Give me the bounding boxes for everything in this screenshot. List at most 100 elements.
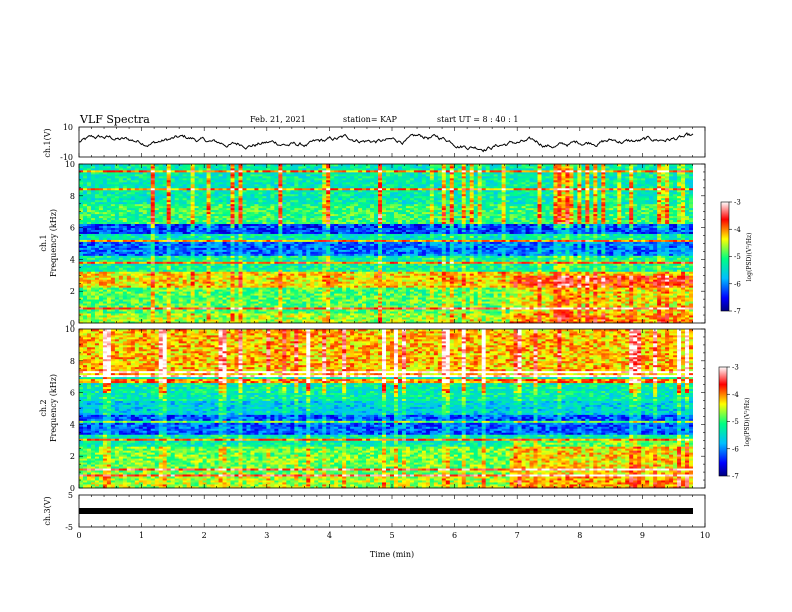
spectrogram-cell <box>473 317 479 320</box>
spectrogram-cell <box>98 309 104 312</box>
spectrogram-cell <box>318 307 323 310</box>
spectrogram-cell <box>254 315 259 318</box>
spectrogram-cell <box>286 319 291 322</box>
spectrogram-cell <box>521 311 526 314</box>
spectrogram-cell <box>114 311 120 314</box>
spectrogram-cell <box>493 313 499 316</box>
spectrogram-cell <box>521 313 526 316</box>
spectrogram-cell <box>593 315 598 318</box>
spectrogram-cell <box>625 313 630 316</box>
spectrogram-cell <box>557 313 562 316</box>
spectrogram-cell <box>386 315 391 318</box>
spectrogram-cell <box>142 311 148 314</box>
spectrogram-cell <box>246 309 251 312</box>
spectrogram-cell <box>274 321 279 324</box>
spectrogram-cell <box>493 317 499 320</box>
spectrogram-cell <box>218 307 223 310</box>
spectrogram-cell <box>94 309 100 312</box>
spectrogram-cell <box>665 315 670 318</box>
spectrogram-cell <box>270 309 275 312</box>
spectrogram-cell <box>457 319 463 322</box>
spectrogram-cell <box>605 315 610 318</box>
spectrogram-cell <box>326 309 331 312</box>
spectrogram-cell <box>170 315 176 318</box>
spectrogram-cell <box>198 319 203 322</box>
spectrogram-cell <box>290 313 295 316</box>
spectrogram-cell <box>118 317 124 320</box>
spectrogram-cell <box>202 313 207 316</box>
spectrogram-cell <box>561 309 566 312</box>
spectrogram-cell <box>298 321 303 324</box>
spectrogram-cell <box>673 321 678 324</box>
spectrogram-cell <box>282 315 287 318</box>
spectrogram-cell <box>557 311 562 314</box>
spectrogram-cell <box>537 315 542 318</box>
spectrogram-cell <box>601 315 606 318</box>
spectrogram-cell <box>689 317 694 320</box>
spectrogram-cell <box>685 317 690 320</box>
spectrogram-cell <box>677 319 682 322</box>
spectrogram-cell <box>354 309 359 312</box>
spectrogram-cell <box>625 321 630 324</box>
spectrogram-cell <box>170 319 176 322</box>
spectrogram-cell <box>206 315 211 318</box>
spectrogram-cell <box>397 319 403 322</box>
spectrogram-cell <box>82 321 88 324</box>
spectrogram-cell <box>681 317 686 320</box>
spectrogram-cell <box>605 317 610 320</box>
spectrogram-cell <box>393 319 399 322</box>
spectrogram-cell <box>689 309 694 312</box>
spectrogram-cell <box>134 307 140 310</box>
spectrogram-cell <box>350 317 355 320</box>
spectrogram-cell <box>389 311 395 314</box>
spectrogram-cell <box>437 319 443 322</box>
spectrogram-cell <box>246 319 251 322</box>
spectrogram-cell <box>393 317 399 320</box>
spectrogram-cell <box>306 315 311 318</box>
spectrogram-cell <box>497 321 503 324</box>
spectrogram-cell <box>178 309 184 312</box>
spectrogram-cell <box>234 317 239 320</box>
spectrogram-cell <box>465 311 471 314</box>
spectrogram-cell <box>409 309 415 312</box>
spectrogram-cell <box>142 317 148 320</box>
spectrogram-cell <box>250 313 255 316</box>
spectrogram-cell <box>457 313 463 316</box>
spectrogram-cell <box>254 321 259 324</box>
spectrogram-cell <box>106 321 112 324</box>
spectrogram-cell <box>246 311 251 314</box>
spectrogram-cell <box>222 321 227 324</box>
spectrogram-cell <box>206 313 211 316</box>
spectrogram-cell <box>489 309 495 312</box>
spectrogram-cell <box>513 315 518 318</box>
spectrogram-cell <box>505 319 510 322</box>
spectrogram-cell <box>158 317 164 320</box>
spectrogram-cell <box>110 313 116 316</box>
spectrogram-cell <box>186 315 192 318</box>
spectrogram-cell <box>98 317 104 320</box>
spectrogram-cell <box>565 319 570 322</box>
spectrogram-cell <box>186 307 192 310</box>
spectrogram-cell <box>166 315 172 318</box>
spectrogram-cell <box>94 317 100 320</box>
spectrogram-cell <box>386 313 391 316</box>
spectrogram-cell <box>441 315 447 318</box>
spectrogram-cell <box>210 307 215 310</box>
spectrogram-cell <box>106 317 112 320</box>
spectrogram-cell <box>681 311 686 314</box>
spectrogram-cell <box>597 313 602 316</box>
spectrogram-cell <box>481 309 487 312</box>
spectrogram-cell <box>525 317 530 320</box>
spectrogram-cell <box>82 317 88 320</box>
ch1-waveform-line <box>78 132 694 153</box>
spectrogram-cell <box>86 313 92 316</box>
spectrogram-cell <box>194 311 200 314</box>
spectrogram-cell <box>689 311 694 314</box>
spectrogram-cell <box>214 319 219 322</box>
spectrogram-cell <box>90 321 96 324</box>
spectrogram-cell <box>401 317 407 320</box>
spectrogram-cell <box>218 315 223 318</box>
spectrogram-cell <box>242 313 247 316</box>
ch1-waveform-frame <box>78 126 706 158</box>
